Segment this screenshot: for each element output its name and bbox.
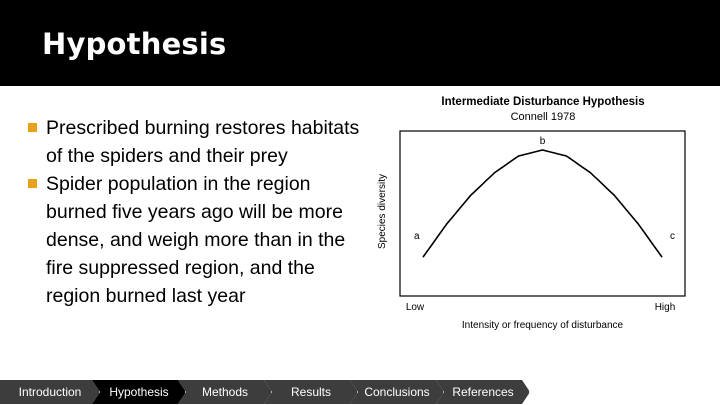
nav-item-label: Results bbox=[290, 385, 331, 399]
series-line bbox=[422, 149, 663, 258]
y-axis-label: Species diversity bbox=[377, 174, 388, 249]
annotation-b: b bbox=[540, 136, 546, 147]
nav-chevron-shape bbox=[92, 380, 186, 404]
nav-item-label: References bbox=[452, 385, 514, 399]
nav-item-methods[interactable]: Methods bbox=[178, 380, 272, 404]
nav-item-label: Methods bbox=[201, 385, 249, 399]
nav-chevron-shape bbox=[436, 380, 530, 404]
title-bar: Hypothesis bbox=[0, 0, 720, 86]
nav-item-hypothesis[interactable]: Hypothesis bbox=[92, 380, 186, 404]
nav-chevron-shape bbox=[0, 380, 100, 404]
figure-title: Intermediate Disturbance Hypothesis bbox=[441, 96, 645, 108]
section-nav-bar: Introduction Hypothesis Methods Results Conc… bbox=[0, 380, 720, 404]
bullet-list: Prescribed burning restores habitats of … bbox=[26, 114, 366, 310]
bullet-item: Prescribed burning restores habitats of … bbox=[26, 114, 366, 170]
nav-item-label: Hypothesis bbox=[109, 385, 169, 399]
plot-frame bbox=[399, 130, 686, 297]
nav-chevron-shape bbox=[350, 380, 444, 404]
bullet-text: Spider population in the region burned f… bbox=[46, 173, 346, 307]
annotation-c: c bbox=[670, 231, 675, 242]
nav-chevron-shape bbox=[264, 380, 358, 404]
nav-item-introduction[interactable]: Introduction bbox=[0, 380, 100, 404]
bullet-square-icon bbox=[28, 179, 37, 188]
figure-subtitle: Connell 1978 bbox=[510, 111, 576, 123]
x-tick-label-high: High bbox=[655, 302, 676, 313]
bullet-square-icon bbox=[28, 123, 37, 132]
nav-item-results[interactable]: Results bbox=[264, 380, 358, 404]
slide-title: Hypothesis bbox=[42, 27, 227, 61]
chart: a b c Low High Intensity or frequency of dist… bbox=[377, 130, 686, 331]
nav-item-references[interactable]: References bbox=[436, 380, 530, 404]
nav-item-label: Introduction bbox=[18, 385, 82, 399]
nav-chevron-shape bbox=[178, 380, 272, 404]
bullet-item: Spider population in the region burned f… bbox=[26, 170, 366, 310]
x-tick-label-low: Low bbox=[406, 302, 425, 313]
nav-item-label: Conclusions bbox=[364, 385, 430, 399]
figure: Intermediate Disturbance Hypothesis Conn… bbox=[370, 96, 710, 336]
annotation-a: a bbox=[414, 231, 420, 242]
x-axis-label: Intensity or frequency of disturbance bbox=[462, 320, 624, 331]
nav-item-conclusions[interactable]: Conclusions bbox=[350, 380, 444, 404]
bullet-text: Prescribed burning restores habitats of … bbox=[46, 117, 360, 167]
